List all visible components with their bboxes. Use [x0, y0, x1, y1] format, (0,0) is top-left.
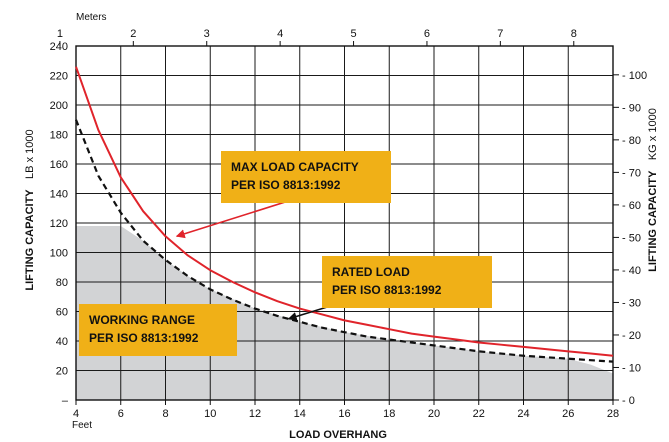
rated-load-callout-text: RATED LOAD: [332, 265, 410, 279]
working-range-callout: WORKING RANGE PER ISO 8813:1992: [79, 304, 237, 356]
y2-tick-label: - 40: [622, 265, 641, 277]
max-load-callout-box: [221, 151, 391, 203]
y-tick-label: 120: [50, 218, 68, 230]
rated-load-callout-box: [322, 256, 492, 308]
y2-tick-label: - 50: [622, 232, 641, 244]
x-tick-label: 12: [249, 408, 261, 420]
x-tick-label: 14: [294, 408, 306, 420]
y-tick-label: 180: [50, 130, 68, 142]
rated-load-callout-text: PER ISO 8813:1992: [332, 283, 442, 297]
y-tick-label: 200: [50, 100, 68, 112]
working-range-callout-box: [79, 304, 237, 356]
y2-tick-label: - 90: [622, 102, 641, 114]
y2-tick-label: - 80: [622, 135, 641, 147]
x2-tick-label: 8: [571, 28, 577, 40]
max-load-capacity-line: [75, 66, 614, 357]
y-tick-label: 60: [56, 307, 68, 319]
y-tick-label: 220: [50, 71, 68, 83]
y-tick-label: 80: [56, 277, 68, 289]
y-tick-label: 140: [50, 189, 68, 201]
x-tick-label: 16: [338, 408, 350, 420]
y2-tick-label: - 60: [622, 200, 641, 212]
max-load-callout: MAX LOAD CAPACITY PER ISO 8813:1992: [175, 151, 391, 239]
series-layer: [74, 66, 614, 363]
x-tick-label: 6: [118, 408, 124, 420]
x2-tick-label: 2: [130, 28, 136, 40]
y2-axis-title-text: LIFTING CAPACITY: [647, 170, 659, 272]
y2-tick-label: - 20: [622, 330, 641, 342]
x2-tick-label: 5: [350, 28, 356, 40]
x-tick-label: 28: [607, 408, 619, 420]
y2-tick-label: - 70: [622, 167, 641, 179]
x-tick-label: 24: [517, 408, 529, 420]
meters-unit-label: Meters: [76, 12, 107, 23]
max-load-callout-text: MAX LOAD CAPACITY: [231, 160, 359, 174]
feet-unit-label: Feet: [72, 420, 92, 431]
x2-tick-label: 1: [57, 28, 63, 40]
y-tick-label: 160: [50, 159, 68, 171]
x2-tick-label: 4: [277, 28, 283, 40]
x2-tick-label: 6: [424, 28, 430, 40]
x-tick-label: 4: [73, 408, 79, 420]
working-range-callout-text: PER ISO 8813:1992: [89, 331, 199, 345]
y2-axis-unit: KG x 1000: [647, 108, 659, 160]
y2-tick-label: - 30: [622, 297, 641, 309]
rated-load-line: [74, 119, 614, 363]
y-tick-label-zero: –: [62, 395, 69, 407]
rated-load-callout: RATED LOAD PER ISO 8813:1992: [287, 256, 492, 321]
axis-layer: Meters Feet LOAD OVERHANG LIFTING CAPACI…: [20, 12, 660, 441]
x-tick-label: 8: [162, 408, 168, 420]
y-axis-title-text: LIFTING CAPACITY: [24, 189, 36, 291]
y2-tick-label: - 0: [622, 395, 635, 407]
x-tick-label: 10: [204, 408, 216, 420]
x-tick-label: 26: [562, 408, 574, 420]
y-tick-label: 40: [56, 336, 68, 348]
y-tick-label: 20: [56, 366, 68, 378]
y2-tick-label: - 10: [622, 362, 641, 374]
y-tick-label: 100: [50, 248, 68, 260]
grid-layer: [75, 45, 614, 401]
x2-tick-label: 7: [497, 28, 503, 40]
y2-axis-title: LIFTING CAPACITY KG x 1000: [643, 108, 660, 272]
x-tick-label: 18: [383, 408, 395, 420]
x-axis-title: LOAD OVERHANG: [289, 429, 387, 441]
max-load-callout-text: PER ISO 8813:1992: [231, 178, 341, 192]
y-axis-title: LIFTING CAPACITY LB x 1000: [20, 129, 37, 290]
x-tick-label: 22: [473, 408, 485, 420]
x-tick-label: 20: [428, 408, 440, 420]
y-axis-unit: LB x 1000: [24, 129, 36, 179]
y2-tick-label: - 100: [622, 70, 647, 82]
y-tick-label: 240: [50, 41, 68, 53]
working-range-callout-text: WORKING RANGE: [89, 313, 195, 327]
x2-tick-label: 3: [204, 28, 210, 40]
